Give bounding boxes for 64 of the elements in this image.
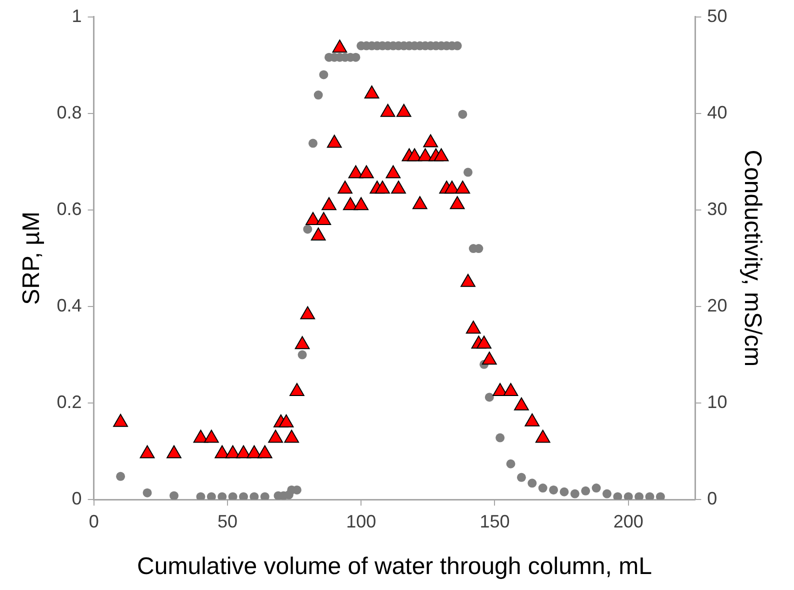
point	[332, 40, 348, 53]
point	[460, 274, 476, 287]
y-tick-label: 0.2	[56, 392, 82, 412]
point	[476, 336, 492, 349]
point	[466, 320, 481, 334]
x-tick-label: 200	[613, 511, 644, 532]
x-tick-label: 50	[217, 511, 238, 532]
y-tick-label: 0	[72, 488, 82, 509]
point	[278, 414, 294, 428]
y2-tick-label: 30	[707, 198, 728, 219]
y2-tick-label: 40	[707, 102, 728, 122]
point	[342, 197, 358, 210]
y-tick-label: 0.6	[56, 198, 82, 219]
x-tick-label: 0	[88, 511, 99, 532]
point	[193, 430, 208, 443]
point	[503, 382, 518, 396]
point	[204, 430, 219, 443]
point	[294, 336, 310, 350]
y2-axis-title: Conductivity, mS/cm	[738, 150, 766, 367]
y-axis-title: SRP, µM	[18, 211, 46, 305]
y2-tick-label: 50	[707, 6, 728, 26]
point	[391, 180, 406, 194]
point	[434, 148, 449, 162]
point	[407, 148, 422, 162]
point	[257, 445, 272, 458]
point	[524, 413, 540, 426]
point	[492, 382, 508, 396]
point	[166, 445, 182, 458]
point	[140, 445, 155, 458]
x-axis-title: Cumulative volume of water through column, mL	[137, 553, 652, 580]
point	[455, 180, 470, 194]
point	[326, 134, 342, 148]
point	[322, 197, 336, 210]
point	[364, 86, 380, 99]
y-tick-label: 0.4	[56, 295, 82, 316]
x-tick-label: 150	[480, 511, 510, 532]
point	[396, 104, 412, 117]
y-tick-label: 1	[72, 6, 82, 26]
point	[338, 180, 352, 194]
point	[450, 196, 465, 210]
point	[375, 180, 390, 194]
point	[300, 306, 316, 320]
point	[290, 382, 304, 396]
y-tick-label: 0.8	[56, 102, 82, 122]
point	[514, 397, 529, 410]
point	[535, 430, 550, 443]
y2-tick-label: 10	[707, 392, 728, 412]
point	[423, 134, 438, 148]
y2-tick-label: 20	[707, 295, 728, 316]
point	[359, 165, 374, 178]
point	[418, 148, 433, 162]
point	[412, 196, 428, 210]
point	[482, 352, 497, 365]
y2-tick-label: 0	[707, 488, 718, 509]
point	[268, 430, 283, 443]
point	[354, 197, 369, 210]
point	[306, 212, 320, 226]
point	[284, 430, 300, 443]
point	[310, 227, 326, 240]
point	[380, 104, 396, 117]
point	[386, 165, 401, 178]
point	[316, 212, 332, 226]
x-tick-label: 100	[346, 511, 376, 532]
point	[113, 414, 128, 427]
